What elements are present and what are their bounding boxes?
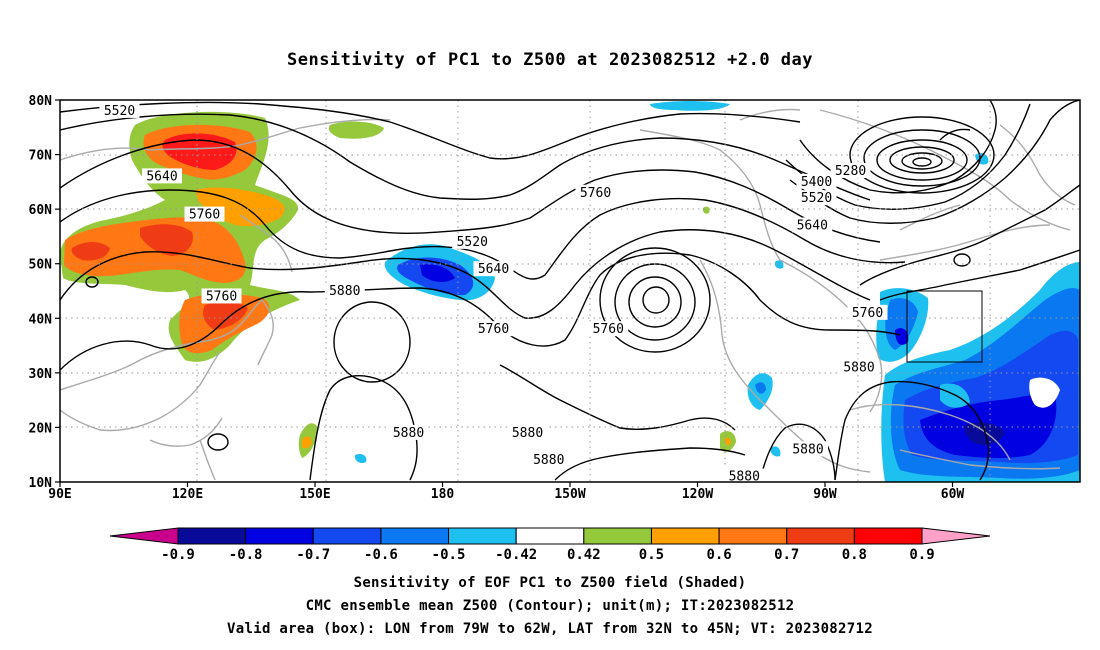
contour-label-bg [796,173,837,189]
lon-tick-label: 120W [682,487,713,502]
contour-label-bg [575,184,616,200]
contour-label: 5880 [843,360,874,375]
colorbar-label: -0.8 [229,547,263,563]
lon-tick-label: 150E [299,487,330,502]
contour-label: 5880 [393,426,424,441]
contour-label-bg [324,283,365,298]
contour-label: 5880 [533,453,564,468]
contour-label: 5400 [801,175,832,190]
contour-label-bg [184,206,225,222]
figure-title: Sensitivity of PC1 to Z500 at 2023082512… [286,50,813,70]
lon-tick-label: 150W [554,487,585,502]
colorbar: -0.9 -0.8 -0.7 -0.6 -0.5 -0.42 0.42 0.5 0.6 0.7 0.… [109,527,991,563]
colorbar-label: -0.9 [161,547,195,563]
lat-tick-label: 10N [29,476,53,491]
colorbar-label: -0.7 [296,547,330,563]
colorbar-segment [448,527,517,545]
colorbar-segment [245,527,314,545]
contour-label: 5760 [593,322,624,337]
contour-label: 5760 [852,306,883,321]
colorbar-label: 0.5 [639,547,664,563]
contour-label-bg [792,217,833,233]
lon-tick-label: 180 [431,487,455,502]
colorbar-segment [786,527,855,545]
colorbar-label: 0.8 [842,547,867,563]
contour-label: 5880 [792,442,823,457]
contour-label: 5520 [104,104,135,119]
colorbar-segment [177,527,247,545]
lon-tick-label: 90E [48,487,71,502]
colorbar-label: -0.6 [364,547,398,563]
contour-label-bg [452,233,493,249]
colorbar-segment [583,527,652,545]
colorbar-label: 0.6 [706,547,731,563]
colorbar-label: -0.5 [432,547,466,563]
contour-label-bg [507,424,548,440]
contour-label-bg [201,288,242,304]
contour-label-bg [796,190,837,206]
contour-label: 5760 [206,289,237,304]
colorbar-label: 0.7 [774,547,799,563]
contour-label-bg [588,321,629,337]
caption-contour: CMC ensemble mean Z500 (Contour); unit(m… [305,598,795,614]
colorbar-segment [380,527,450,545]
colorbar-max-arrow [921,527,991,545]
contour-label-bg [473,261,514,277]
contour-label-bg [142,168,182,184]
contour-label: 5760 [580,186,611,201]
contour-label-bg [724,468,765,484]
colorbar-segment [650,527,720,545]
contour-label-bg [99,102,140,118]
colorbar-segment [718,527,788,545]
colorbar-label: -0.42 [495,547,537,563]
colorbar-label: 0.9 [909,547,934,563]
lon-tick-label: 120E [172,487,203,502]
contour-label: 5640 [797,219,828,234]
lat-tick-label: 60N [29,203,53,218]
colorbar-segment [312,527,382,545]
colorbar-label: 0.42 [567,547,601,563]
lat-tick-label: 30N [29,367,53,382]
valid-area-box [906,290,983,363]
lat-tick-label: 80N [29,94,53,109]
contour-label: 5760 [189,208,220,223]
contour-label: 5760 [478,322,509,337]
contour-label-bg [388,424,429,440]
caption-shading: Sensitivity of EOF PC1 to Z500 field (Sh… [353,575,747,591]
contour-label-layer: 5520 5640 5760 5760 5880 5520 5640 5760 5760 5760… [99,102,888,485]
contour-label-bg [847,304,888,320]
contour-label: 5880 [329,284,360,299]
contour-label-bg [839,359,879,375]
contour-label: 5280 [835,164,866,179]
lon-tick-label: 60W [941,487,965,502]
contour-label: 5880 [512,426,543,441]
caption-valid-area: Valid area (box): LON from 79W to 62W, L… [227,621,873,637]
contour-label-bg [473,321,514,337]
colorbar-segment [853,527,923,545]
lon-tick-label: 90W [813,487,837,502]
lat-tick-label: 50N [29,258,53,273]
contour-label: 5640 [146,169,177,184]
lat-tick-label: 40N [29,312,53,327]
contour-label-bg [528,452,569,468]
colorbar-min-arrow [109,527,179,545]
contour-label: 5640 [478,262,509,277]
contour-label: 5880 [729,470,760,485]
contour-label: 5520 [457,235,488,250]
lat-tick-label: 20N [29,421,53,436]
colorbar-segment [515,527,585,545]
contour-label: 5520 [801,191,832,206]
contour-label-bg [830,162,871,178]
lat-tick-label: 70N [29,149,53,164]
contour-label-bg [788,441,828,457]
